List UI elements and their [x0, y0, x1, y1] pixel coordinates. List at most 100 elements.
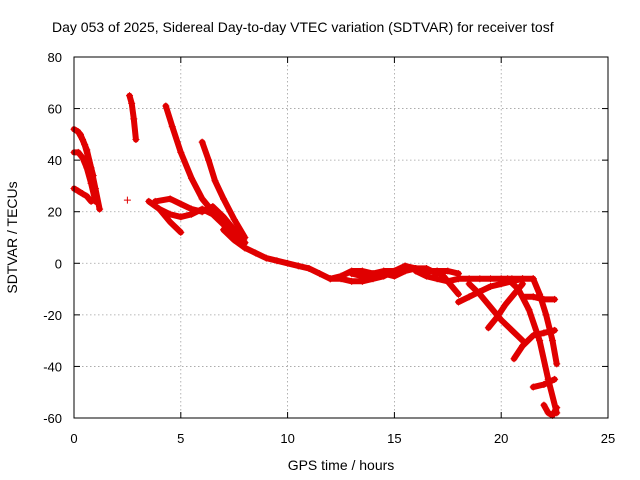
data-point-arc-k	[433, 275, 441, 283]
data-point-arc-b	[128, 99, 136, 107]
data-point-arc-main	[252, 249, 260, 257]
y-tick-label: 80	[48, 50, 62, 65]
data-point-arc-a4	[76, 130, 84, 138]
data-point-arc-q	[510, 355, 518, 363]
data-point-arc-n	[493, 313, 501, 321]
data-point-arc-a2	[74, 148, 82, 156]
data-point-arc-j	[454, 290, 462, 298]
data-point-arc-main	[230, 236, 238, 244]
x-tick-label: 20	[494, 431, 508, 446]
data-point-arc-c	[168, 123, 176, 131]
chart-title: Day 053 of 2025, Sidereal Day-to-day VTE…	[52, 19, 554, 35]
data-point-arc-d	[205, 156, 213, 164]
series-trace-arc-b	[126, 92, 139, 143]
data-point-arc-a4	[81, 141, 89, 149]
tick-layer: -60 -40 -20 0 20 40 60 80 0 5 10 15 20 25	[43, 50, 615, 446]
data-point-arc-b	[126, 92, 134, 100]
data-point-arc-s	[553, 360, 561, 368]
data-point-arc-m	[487, 303, 495, 311]
data-point-arc-r	[551, 375, 559, 383]
data-point-arc-l	[487, 282, 495, 290]
series-trace-arc-d	[199, 139, 248, 241]
data-point-arc-i	[348, 270, 356, 278]
data-point-arc-main	[316, 270, 324, 278]
data-point-arc-i	[358, 272, 366, 280]
series-trace-arc-a4	[77, 131, 97, 179]
data-point-arc-n	[501, 301, 509, 309]
y-tick-label: -60	[43, 411, 62, 426]
data-point-arc-a2	[87, 179, 95, 187]
data-point-arc-n	[510, 290, 518, 298]
y-tick-label: -20	[43, 308, 62, 323]
data-point-arc-p	[504, 275, 512, 283]
data-point-arc-c	[187, 174, 195, 182]
data-point-arc-e	[145, 197, 153, 205]
data-point-arc-main	[241, 244, 249, 252]
data-point-arc-d	[230, 215, 238, 223]
data-point-arc-g	[209, 203, 217, 211]
data-point-arc-a3	[79, 190, 87, 198]
y-tick-label: -40	[43, 359, 62, 374]
data-point-arc-r	[529, 383, 537, 391]
series-trace-arc-m	[466, 280, 526, 344]
data-point-arc-t	[544, 409, 552, 417]
data-point-arc-e	[177, 213, 185, 221]
data-point-arc-f	[177, 228, 185, 236]
data-point-arc-h	[422, 264, 430, 272]
grid-layer	[74, 57, 608, 418]
data-point-arc-g	[177, 200, 185, 208]
data-point-arc-t	[553, 404, 561, 412]
data-point-arc-f	[166, 218, 174, 226]
data-point-arc-o	[529, 293, 537, 301]
data-point-arc-c	[198, 195, 206, 203]
data-point-arc-p	[536, 337, 544, 345]
data-point-arc-n	[519, 280, 527, 288]
data-point-isolated	[123, 196, 131, 204]
data-point-arc-l	[465, 293, 473, 301]
data-point-arc-i	[369, 270, 377, 278]
data-point-arc-m	[497, 316, 505, 324]
data-point-arc-l	[454, 298, 462, 306]
data-point-arc-q	[529, 331, 537, 339]
data-point-arc-k	[412, 267, 420, 275]
plot-frame	[73, 56, 609, 419]
data-point-arc-h	[337, 275, 345, 283]
data-point-arc-s	[548, 337, 556, 345]
data-point-arc-p	[525, 306, 533, 314]
data-point-arc-a1	[96, 205, 104, 213]
x-tick-label: 15	[387, 431, 401, 446]
data-point-arc-o	[551, 295, 559, 303]
data-point-arc-main	[273, 257, 281, 265]
data-point-arc-d	[211, 177, 219, 185]
data-point-arc-a4	[89, 172, 97, 180]
data-point-arc-m	[465, 280, 473, 288]
data-point-arc-h	[348, 277, 356, 285]
data-point-arc-h	[326, 275, 334, 283]
data-point-arc-m	[508, 326, 516, 334]
data-point-arc-e	[166, 210, 174, 218]
data-point-arc-g	[187, 205, 195, 213]
data-point-arc-b	[130, 115, 138, 123]
data-point-arc-main	[262, 254, 270, 262]
data-point-arc-g	[151, 197, 159, 205]
data-point-arc-a3	[74, 187, 82, 195]
data-point-arc-a4	[85, 156, 93, 164]
y-tick-label: 40	[48, 153, 62, 168]
data-point-arc-t	[540, 401, 548, 409]
data-point-arc-m	[476, 290, 484, 298]
data-point-arc-main	[294, 262, 302, 270]
data-point-arc-k	[444, 277, 452, 285]
data-point-arc-main	[444, 267, 452, 275]
data-point-arc-main	[220, 226, 228, 234]
data-layer	[70, 92, 561, 419]
x-tick-label: 0	[70, 431, 77, 446]
data-point-arc-a3	[83, 192, 91, 200]
data-point-arc-q	[540, 329, 548, 337]
data-point-arc-k	[454, 275, 462, 283]
x-tick-label: 25	[601, 431, 615, 446]
data-point-arc-p	[514, 285, 522, 293]
data-point-arc-q	[519, 342, 527, 350]
data-point-arc-k	[422, 272, 430, 280]
data-point-arc-i	[380, 270, 388, 278]
data-point-arc-i	[390, 272, 398, 280]
